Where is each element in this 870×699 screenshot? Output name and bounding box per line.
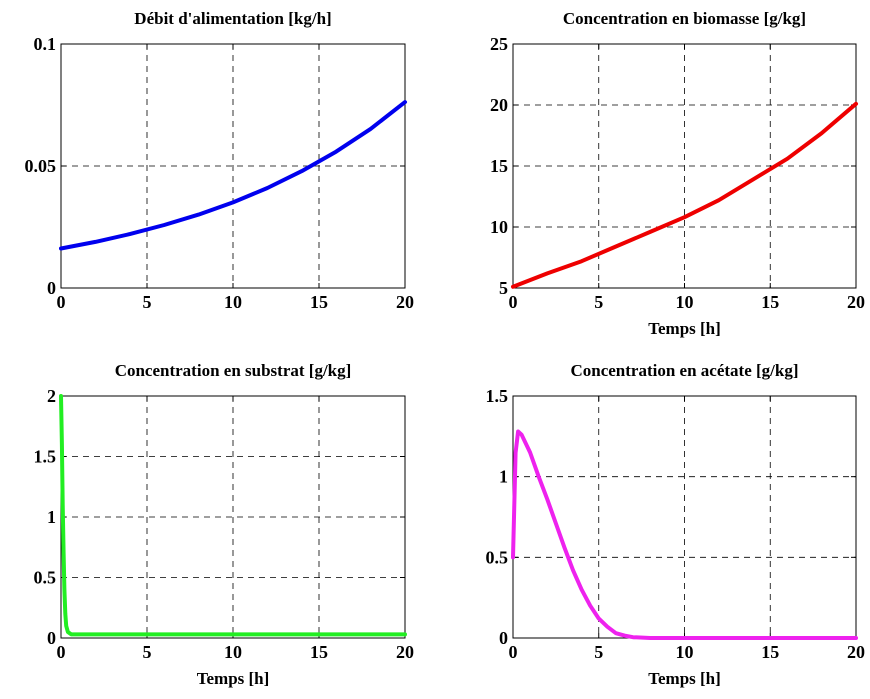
x-tick-label: 10 [224, 642, 242, 662]
x-tick-label: 5 [143, 642, 152, 662]
y-tick-label: 0.5 [486, 547, 509, 567]
y-tick-label: 10 [490, 217, 508, 237]
x-tick-label: 15 [761, 292, 779, 312]
x-tick-label: 5 [143, 292, 152, 312]
x-tick-label: 15 [310, 642, 328, 662]
x-tick-label: 20 [847, 642, 865, 662]
y-tick-label: 15 [490, 156, 508, 176]
y-tick-label: 0.05 [25, 156, 57, 176]
x-tick-label: 0 [509, 642, 518, 662]
y-tick-label: 1.5 [34, 447, 57, 467]
y-tick-label: 0.5 [34, 568, 57, 588]
x-tick-label: 5 [594, 642, 603, 662]
chart-title: Concentration en biomasse [g/kg] [563, 9, 806, 28]
substrate-chart: 0 5 10 15 20 0 0.5 1 1.5 2 Concentration en substr… [34, 361, 415, 688]
x-tick-label: 10 [224, 292, 242, 312]
x-tick-label: 0 [509, 292, 518, 312]
y-tick-label: 1 [47, 507, 56, 527]
feed-rate-chart: 0 5 10 15 20 0 0.05 0.1 Débit d'alimentation [kg… [25, 9, 415, 312]
acetate-chart: 0 5 10 15 20 0 0.5 1 1.5 Concentration en acétate… [486, 361, 866, 688]
chart-title: Concentration en substrat [g/kg] [115, 361, 352, 380]
y-tick-label: 1.5 [486, 386, 509, 406]
x-tick-label: 20 [847, 292, 865, 312]
x-tick-label: 0 [57, 292, 66, 312]
x-tick-label: 15 [310, 292, 328, 312]
y-tick-label: 2 [47, 386, 56, 406]
series-line [59, 100, 407, 251]
series-line [511, 429, 858, 640]
y-tick-label: 0 [47, 628, 56, 648]
x-tick-label: 10 [676, 642, 694, 662]
x-axis-label: Temps [h] [648, 669, 721, 688]
y-tick-label: 25 [490, 34, 508, 54]
series-line [59, 394, 407, 637]
x-tick-label: 20 [396, 642, 414, 662]
x-tick-label: 5 [594, 292, 603, 312]
y-tick-label: 1 [499, 467, 508, 487]
y-tick-label: 0 [499, 628, 508, 648]
x-tick-label: 20 [396, 292, 414, 312]
y-tick-label: 20 [490, 95, 508, 115]
series-line [511, 101, 858, 289]
y-tick-label: 5 [499, 278, 508, 298]
x-tick-label: 15 [761, 642, 779, 662]
x-tick-label: 0 [57, 642, 66, 662]
y-tick-label: 0.1 [34, 34, 57, 54]
chart-title: Débit d'alimentation [kg/h] [134, 9, 331, 28]
x-axis-label: Temps [h] [197, 669, 270, 688]
x-axis-label: Temps [h] [648, 319, 721, 338]
y-tick-label: 0 [47, 278, 56, 298]
chart-title: Concentration en acétate [g/kg] [570, 361, 798, 380]
x-tick-label: 10 [676, 292, 694, 312]
